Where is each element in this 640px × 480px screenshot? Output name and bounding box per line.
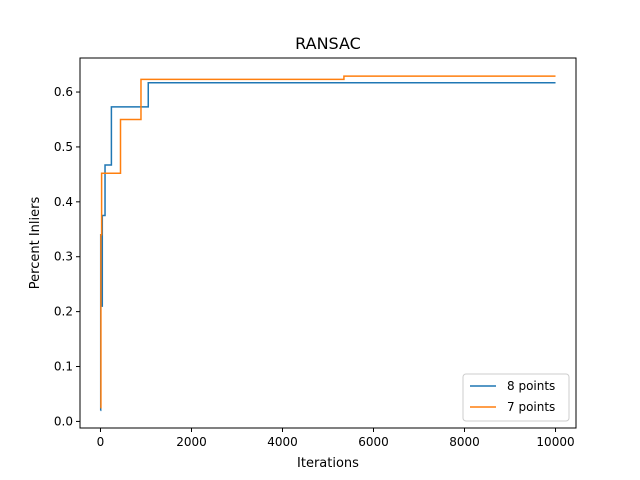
x-tick-label: 6000 [358,435,389,449]
y-tick-label: 0.2 [54,305,73,319]
x-tick-label: 10000 [536,435,574,449]
y-axis: 0.0 0.1 0.2 0.3 0.4 0.5 0.6 [54,85,80,428]
y-tick-label: 0.1 [54,360,73,374]
y-tick-label: 0.4 [54,195,73,209]
series-line-1 [99,81,556,412]
x-tick-label: 0 [97,435,105,449]
legend-label-2: 7 points [507,400,555,414]
plot-frame [79,57,577,429]
x-tick-label: 8000 [449,435,480,449]
y-tick-label: 0.5 [54,140,73,154]
legend: 8 points 7 points [462,373,570,422]
y-axis-label: Percent Inliers [28,197,43,290]
legend-label-1: 8 points [507,379,555,393]
y-tick-label: 0.0 [54,414,73,428]
x-axis-label: Iterations [297,456,359,471]
series-layer [99,75,556,412]
chart-title: RANSAC [295,34,361,53]
x-tick-label: 4000 [267,435,298,449]
y-tick-label: 0.6 [54,85,73,99]
x-tick-label: 2000 [176,435,207,449]
y-tick-label: 0.3 [54,250,73,264]
series-line-2 [100,75,556,409]
x-axis: 0 2000 4000 6000 8000 10000 [97,428,575,449]
